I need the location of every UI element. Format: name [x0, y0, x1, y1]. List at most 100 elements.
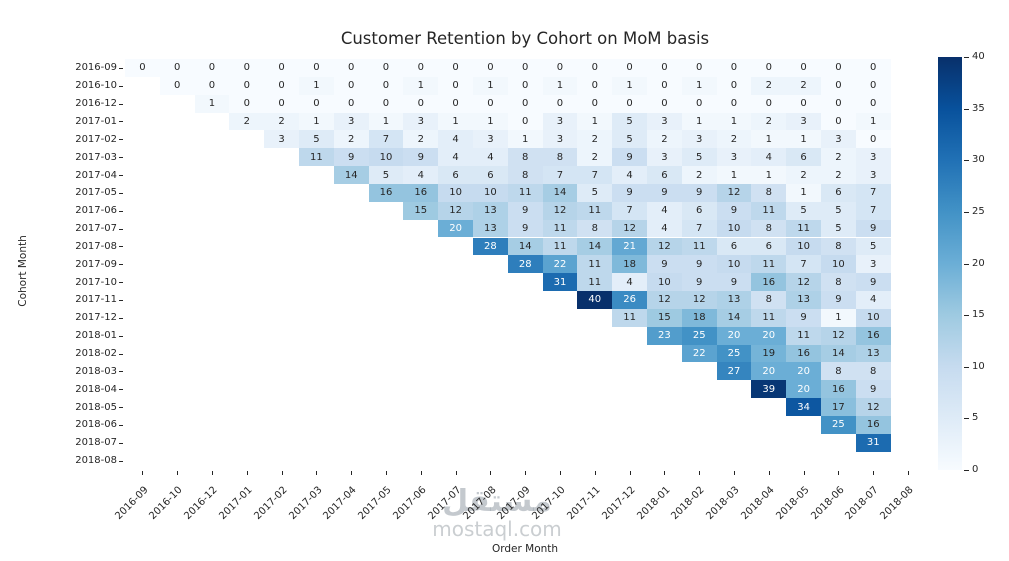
heatmap-cell: 11 [507, 183, 543, 202]
heatmap-cell: 27 [716, 362, 752, 381]
heatmap-cell: 16 [855, 326, 891, 345]
heatmap-cell: 8 [751, 183, 787, 202]
heatmap-cell: 17 [821, 398, 856, 416]
heatmap-cell: 4 [438, 130, 473, 149]
y-tick-label: 2017-10 [75, 276, 117, 288]
heatmap-cell: 14 [333, 166, 369, 184]
heatmap-cell: 1 [612, 76, 647, 95]
y-tick-mark [119, 282, 123, 284]
y-tick-mark [119, 157, 123, 159]
y-tick-label: 2016-12 [75, 98, 117, 110]
heatmap-cell: 0 [716, 76, 752, 95]
heatmap-cell: 0 [786, 94, 821, 113]
y-tick-mark [119, 299, 123, 301]
heatmap-cell: 11 [542, 219, 578, 238]
heatmap-cell: 14 [821, 344, 856, 363]
heatmap-cell: 40 [577, 291, 613, 309]
heatmap-cell: 12 [647, 237, 682, 256]
heatmap-cell: 11 [542, 237, 578, 256]
colorbar-tick-mark [964, 470, 969, 471]
heatmap-cell: 0 [507, 94, 543, 113]
x-tick-label: 2016-10 [147, 484, 186, 522]
heatmap-cell: 0 [577, 94, 613, 113]
heatmap-cell: 7 [368, 130, 404, 149]
heatmap-cell: 0 [751, 94, 787, 113]
heatmap-cell: 9 [855, 380, 891, 399]
colorbar-tick-label: 10 [972, 360, 985, 372]
heatmap-cell: 2 [751, 76, 787, 95]
y-tick-mark [119, 175, 123, 177]
heatmap-cell: 9 [507, 201, 543, 220]
x-tick-mark [908, 470, 909, 475]
y-tick-label: 2017-01 [75, 115, 117, 127]
heatmap-cell: 0 [368, 76, 404, 95]
heatmap-cell: 2 [577, 148, 613, 167]
heatmap-cell: 5 [821, 201, 856, 220]
heatmap-cell: 5 [299, 130, 334, 149]
heatmap-cell: 0 [577, 59, 613, 77]
chart-title: Customer Retention by Cohort on MoM basi… [340, 29, 710, 48]
heatmap-cell: 0 [821, 94, 856, 113]
colorbar-tick-mark [964, 315, 969, 317]
heatmap-cell: 9 [681, 255, 717, 274]
heatmap-cell: 7 [855, 183, 891, 202]
heatmap-cell: 0 [855, 59, 891, 77]
heatmap-cell: 0 [612, 59, 647, 77]
heatmap-cell: 0 [542, 94, 578, 113]
watermark-latin-text: mostaql.com [432, 517, 562, 541]
x-tick-label: 2018-08 [878, 484, 916, 522]
heatmap-cell: 3 [855, 166, 891, 184]
heatmap-cell: 0 [681, 94, 717, 113]
heatmap-cell: 6 [473, 166, 508, 184]
x-tick-mark [560, 470, 561, 475]
heatmap-cell: 9 [612, 148, 647, 167]
heatmap-cell: 0 [647, 59, 682, 77]
heatmap-cell: 28 [473, 237, 508, 256]
heatmap-cell: 3 [855, 255, 891, 274]
y-tick-label: 2018-07 [75, 437, 117, 449]
heatmap-cell: 16 [821, 380, 856, 399]
y-tick-label: 2018-08 [75, 455, 117, 467]
x-tick-label: 2017-06 [391, 484, 429, 522]
x-tick-mark [594, 470, 596, 475]
heatmap-cell: 9 [716, 273, 752, 292]
heatmap-cell: 13 [473, 201, 508, 220]
x-tick-label: 2017-02 [252, 484, 290, 522]
heatmap-cell: 9 [681, 183, 717, 202]
heatmap-cell: 6 [786, 148, 821, 167]
heatmap-cell: 0 [542, 59, 578, 77]
heatmap-cell: 0 [473, 94, 508, 113]
heatmap-cell: 0 [681, 59, 717, 77]
x-tick-label: 2018-06 [808, 484, 847, 522]
colorbar [938, 57, 962, 470]
heatmap-cell: 0 [821, 76, 856, 95]
y-tick-label: 2017-11 [75, 294, 117, 306]
heatmap-cell: 2 [647, 130, 682, 149]
y-tick-label: 2017-05 [75, 187, 117, 199]
x-tick-mark [142, 470, 144, 475]
heatmap-cell: 20 [786, 362, 821, 381]
heatmap-cell: 1 [542, 76, 578, 95]
heatmap-cell: 0 [821, 59, 856, 77]
y-tick-label: 2017-06 [75, 205, 117, 217]
x-tick-label: 2017-04 [321, 484, 360, 522]
heatmap-cell: 13 [473, 219, 508, 238]
x-tick-mark [490, 470, 492, 475]
heatmap-cell: 11 [299, 148, 334, 167]
heatmap-cell: 0 [507, 59, 543, 77]
x-tick-label: 2018-01 [634, 484, 673, 522]
x-tick-mark [525, 470, 527, 475]
y-tick-mark [119, 389, 123, 391]
y-tick-mark [119, 210, 123, 212]
heatmap-cell: 3 [542, 130, 578, 149]
heatmap-cell: 12 [647, 291, 682, 309]
heatmap-cell: 5 [368, 166, 404, 184]
heatmap-cell: 0 [438, 94, 473, 113]
heatmap-cell: 2 [751, 112, 787, 131]
heatmap-cell: 0 [438, 59, 473, 77]
heatmap-cell: 10 [786, 237, 821, 256]
heatmap-cell: 20 [751, 362, 787, 381]
heatmap-cell: 9 [507, 219, 543, 238]
heatmap-cell: 1 [507, 130, 543, 149]
heatmap-cell: 25 [821, 416, 856, 434]
